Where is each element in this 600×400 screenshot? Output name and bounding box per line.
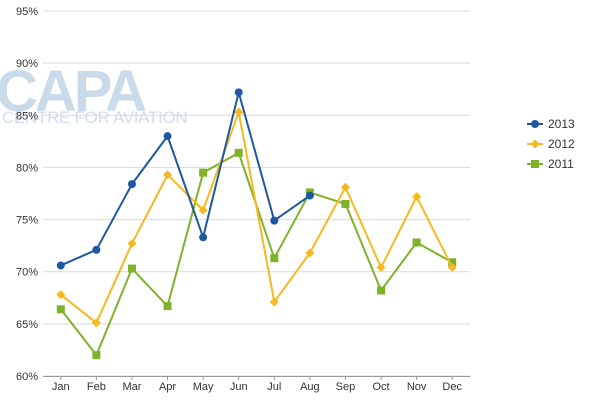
data-point-2012-sep[interactable] bbox=[340, 182, 350, 192]
x-tick-label: Jan bbox=[52, 381, 70, 393]
data-point-2011-jan[interactable] bbox=[56, 305, 65, 314]
data-point-2011-may[interactable] bbox=[199, 168, 208, 177]
data-point-2013-apr[interactable] bbox=[163, 132, 172, 141]
data-point-2012-mar[interactable] bbox=[127, 239, 137, 249]
data-point-2011-apr[interactable] bbox=[163, 302, 172, 311]
legend-marker bbox=[531, 120, 539, 128]
data-point-2013-feb[interactable] bbox=[92, 245, 101, 254]
series-2012 bbox=[56, 107, 457, 328]
data-point-2012-jul[interactable] bbox=[269, 297, 279, 307]
series-line-2011 bbox=[60, 151, 453, 357]
series-2013 bbox=[56, 88, 314, 270]
y-tick-label: 60% bbox=[16, 371, 38, 383]
x-tick-label: Nov bbox=[407, 381, 427, 393]
y-axis: 60% 65% 70% 75% 80% 85% 90% 95% bbox=[16, 6, 38, 383]
x-tick-label: Mar bbox=[122, 381, 141, 393]
data-point-2011-sep[interactable] bbox=[341, 199, 350, 208]
data-point-2013-mar[interactable] bbox=[127, 180, 136, 189]
data-point-2013-jan[interactable] bbox=[56, 261, 65, 270]
y-tick-label: 95% bbox=[16, 6, 38, 18]
x-axis: Jan Feb Mar Apr May Jun Jul Aug Sep Oct Nov Dec bbox=[43, 376, 470, 393]
legend-item-2011[interactable]: 2011 bbox=[527, 157, 574, 171]
data-point-2012-feb[interactable] bbox=[91, 318, 101, 328]
data-point-2012-nov[interactable] bbox=[412, 192, 422, 202]
data-point-2013-jun[interactable] bbox=[234, 88, 243, 97]
data-point-2011-jul[interactable] bbox=[270, 254, 279, 263]
legend-item-2012[interactable]: 2012 bbox=[527, 137, 575, 151]
x-tick-label: Jun bbox=[230, 381, 248, 393]
legend-label: 2012 bbox=[548, 137, 575, 151]
data-point-2013-may[interactable] bbox=[199, 233, 208, 242]
data-point-2012-jun[interactable] bbox=[234, 107, 244, 117]
x-tick-label: Dec bbox=[442, 381, 462, 393]
data-point-2012-apr[interactable] bbox=[163, 170, 173, 180]
y-tick-label: 80% bbox=[16, 162, 38, 174]
legend-label: 2011 bbox=[548, 157, 574, 171]
watermark-tagline: CENTRE FOR AVIATION bbox=[2, 108, 187, 127]
data-point-2011-dec[interactable] bbox=[448, 258, 457, 267]
series-line-2012 bbox=[60, 111, 454, 324]
x-tick-label: Sep bbox=[336, 381, 356, 393]
legend: 2013 2012 2011 bbox=[527, 117, 575, 171]
series-line-2013 bbox=[60, 91, 311, 267]
data-point-2012-oct[interactable] bbox=[376, 263, 386, 273]
capa-watermark-logo: CAPA CENTRE FOR AVIATION bbox=[0, 59, 188, 127]
x-tick-label: Jul bbox=[267, 381, 281, 393]
data-point-2012-jan[interactable] bbox=[56, 290, 66, 300]
data-point-2011-oct[interactable] bbox=[377, 286, 386, 295]
x-tick-label: May bbox=[193, 381, 214, 393]
y-tick-label: 70% bbox=[16, 267, 38, 279]
data-point-2011-nov[interactable] bbox=[412, 238, 421, 247]
y-tick-label: 75% bbox=[16, 215, 38, 227]
x-tick-label: Aug bbox=[300, 381, 320, 393]
x-tick-label: Feb bbox=[87, 381, 106, 393]
data-point-2012-dec[interactable] bbox=[447, 263, 457, 273]
x-tick-label: Apr bbox=[159, 381, 176, 393]
data-point-2012-aug[interactable] bbox=[305, 248, 315, 258]
legend-marker bbox=[531, 160, 539, 168]
legend-marker bbox=[530, 139, 540, 149]
data-point-2013-aug[interactable] bbox=[305, 191, 314, 200]
watermark-brand: CAPA bbox=[0, 59, 146, 124]
series-2011 bbox=[56, 148, 457, 360]
data-point-2011-jun[interactable] bbox=[234, 148, 243, 157]
y-tick-label: 85% bbox=[16, 110, 38, 122]
legend-item-2013[interactable]: 2013 bbox=[527, 117, 575, 131]
x-tick-label: Oct bbox=[372, 381, 389, 393]
data-point-2011-feb[interactable] bbox=[92, 351, 101, 360]
data-point-2013-jul[interactable] bbox=[270, 216, 279, 225]
y-tick-label: 90% bbox=[16, 58, 38, 70]
y-tick-label: 65% bbox=[16, 319, 38, 331]
series-layer bbox=[56, 88, 457, 360]
data-point-2012-may[interactable] bbox=[198, 205, 208, 215]
legend-label: 2013 bbox=[548, 117, 575, 131]
data-point-2011-mar[interactable] bbox=[127, 264, 136, 273]
